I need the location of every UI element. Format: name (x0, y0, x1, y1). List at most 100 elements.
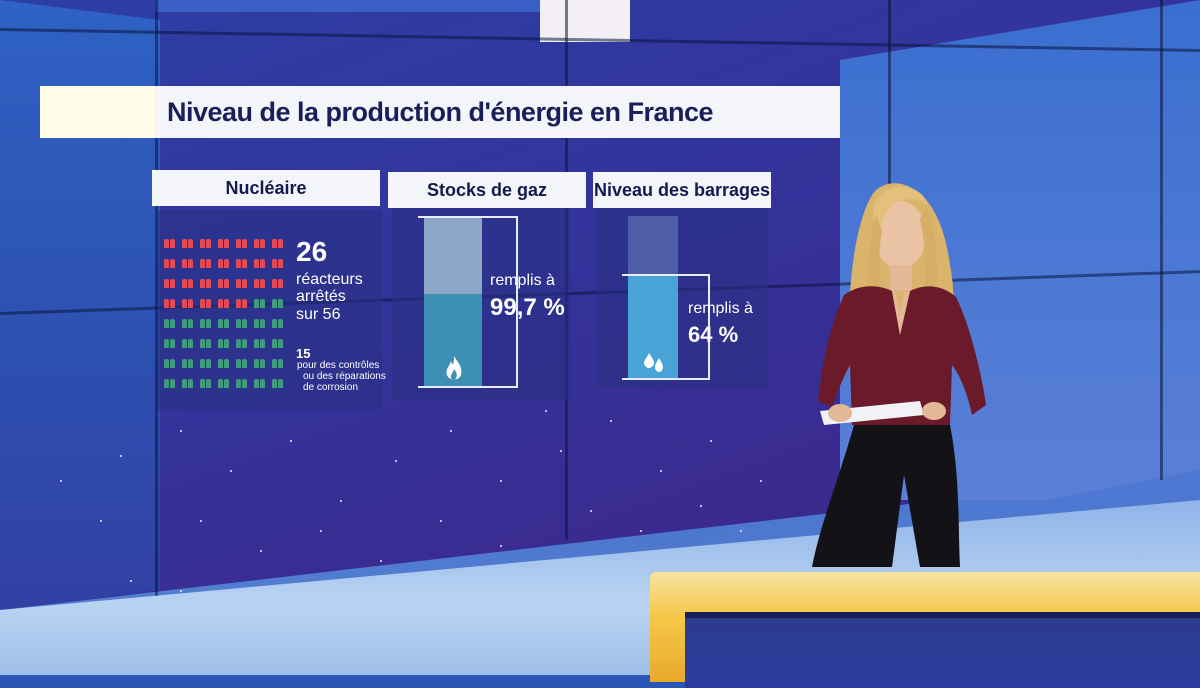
running-reactor-icon (272, 298, 284, 308)
star-dot (560, 450, 562, 452)
title-bar (40, 86, 840, 138)
stopped-reactor-icon (164, 258, 176, 268)
running-reactor-icon (218, 358, 230, 368)
dam-baseline (622, 378, 710, 380)
running-reactor-icon (200, 358, 212, 368)
running-reactor-icon (254, 298, 266, 308)
nuclear-text-line2: arrêtés (296, 288, 346, 305)
stopped-reactor-icon (182, 258, 194, 268)
star-dot (500, 545, 502, 547)
dams-panel (596, 208, 768, 388)
stopped-reactor-icon (272, 238, 284, 248)
star-dot (130, 580, 132, 582)
water-drops-icon (642, 350, 666, 374)
stopped-reactor-icon (218, 258, 230, 268)
running-reactor-icon (182, 378, 194, 388)
running-reactor-icon (164, 318, 176, 328)
running-reactor-icon (236, 358, 248, 368)
star-dot (740, 530, 742, 532)
running-reactor-icon (218, 378, 230, 388)
running-reactor-icon (200, 318, 212, 328)
star-dot (100, 520, 102, 522)
running-reactor-icon (236, 318, 248, 328)
star-dot (200, 520, 202, 522)
desk-screen (685, 612, 1200, 688)
stopped-reactor-icon (182, 238, 194, 248)
running-reactor-icon (272, 318, 284, 328)
star-dot (710, 440, 712, 442)
running-reactor-icon (182, 338, 194, 348)
gas-tank-frame (418, 216, 518, 388)
dam-label-line1: remplis à (688, 300, 753, 317)
running-reactor-icon (272, 358, 284, 368)
stopped-reactor-icon (200, 238, 212, 248)
star-dot (395, 460, 397, 462)
running-reactor-icon (236, 338, 248, 348)
running-reactor-icon (200, 338, 212, 348)
wall-seam (1160, 0, 1163, 480)
running-reactor-icon (272, 338, 284, 348)
nuclear-header: Nucléaire (152, 170, 380, 206)
star-dot (60, 480, 62, 482)
running-reactor-icon (254, 338, 266, 348)
corrosion-text-line1: pour des contrôles (297, 360, 380, 371)
stopped-reactor-icon (236, 298, 248, 308)
running-reactor-icon (272, 378, 284, 388)
flame-icon (444, 355, 464, 383)
star-dot (230, 470, 232, 472)
stopped-reactor-icon (200, 298, 212, 308)
star-dot (320, 530, 322, 532)
running-reactor-icon (164, 358, 176, 368)
running-reactor-icon (254, 358, 266, 368)
gas-fill-value: 99,7 % (490, 294, 565, 321)
gas-tank-fill (424, 216, 482, 388)
stopped-reactor-icon (218, 238, 230, 248)
reactor-grid (164, 238, 292, 398)
presenter (800, 175, 1000, 575)
stopped-reactor-count: 26 (296, 236, 328, 267)
stopped-reactor-icon (200, 258, 212, 268)
top-strip (155, 0, 540, 12)
nuclear-panel (158, 210, 382, 410)
corrosion-text-line3: de corrosion (303, 382, 359, 393)
stopped-reactor-icon (236, 238, 248, 248)
star-dot (180, 590, 182, 592)
nuclear-text-line1: réacteurs (296, 271, 363, 288)
star-dot (700, 505, 702, 507)
star-dot (380, 560, 382, 562)
dams-header: Niveau des barrages (593, 172, 771, 208)
stopped-reactor-icon (200, 278, 212, 288)
star-dot (760, 480, 762, 482)
star-dot (120, 455, 122, 457)
star-dot (545, 410, 547, 412)
running-reactor-icon (218, 338, 230, 348)
wall-seam (155, 0, 158, 600)
dam-frame (622, 274, 710, 380)
star-dot (590, 510, 592, 512)
stopped-reactor-icon (218, 278, 230, 288)
running-reactor-icon (164, 338, 176, 348)
gas-baseline (418, 386, 518, 388)
running-reactor-icon (254, 378, 266, 388)
star-dot (290, 440, 292, 442)
top-light-panel (540, 0, 630, 42)
star-dot (660, 470, 662, 472)
star-dot (260, 550, 262, 552)
running-reactor-icon (200, 378, 212, 388)
star-dot (180, 430, 182, 432)
running-reactor-icon (164, 378, 176, 388)
star-dot (340, 500, 342, 502)
stopped-reactor-icon (182, 278, 194, 288)
star-dot (440, 520, 442, 522)
running-reactor-icon (218, 318, 230, 328)
graphic-title: Niveau de la production d'énergie en Fra… (166, 97, 714, 127)
star-dot (640, 530, 642, 532)
running-reactor-icon (182, 318, 194, 328)
stopped-reactor-icon (182, 298, 194, 308)
stopped-reactor-icon (254, 238, 266, 248)
star-dot (610, 420, 612, 422)
running-reactor-icon (254, 318, 266, 328)
stopped-reactor-icon (164, 238, 176, 248)
stopped-reactor-icon (236, 258, 248, 268)
corrosion-text-line2: ou des réparations (303, 371, 386, 382)
